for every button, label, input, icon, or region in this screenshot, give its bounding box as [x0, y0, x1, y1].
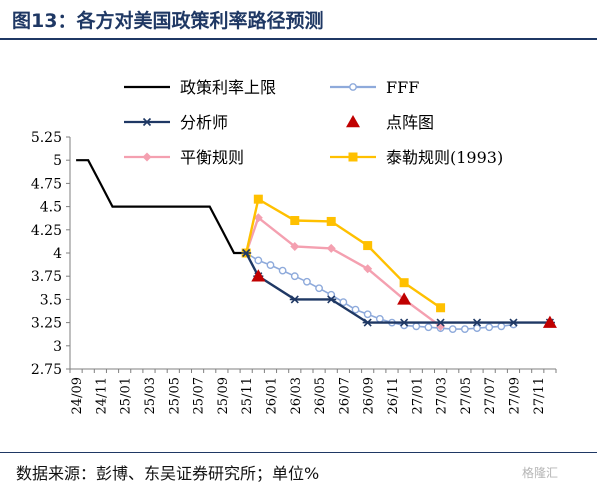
x-tick-label: 26/05 [313, 377, 328, 414]
x-tick-label: 27/11 [532, 377, 547, 414]
data-point [251, 269, 266, 282]
series-line [245, 252, 550, 324]
data-point [241, 248, 252, 258]
data-point [542, 315, 557, 328]
data-point [508, 318, 519, 327]
x-tick-label: 25/07 [192, 377, 207, 414]
chart-title: 图13：各方对美国政策利率路径预测 [12, 10, 324, 32]
x-tick-label: 27/09 [507, 377, 522, 414]
data-point [346, 115, 360, 128]
data-point [290, 272, 299, 281]
data-point [424, 323, 433, 332]
x-tick-label: 25/03 [143, 377, 158, 414]
source-note: 数据来源：彭博、东吴证券研究所；单位% [16, 464, 320, 483]
data-point [397, 292, 412, 305]
data-point [435, 318, 446, 327]
data-point [266, 261, 275, 269]
data-point [363, 310, 372, 319]
x-tick-label: 24/11 [94, 377, 109, 414]
y-tick-label: 2.75 [31, 362, 62, 378]
title-bar: 图13：各方对美国政策利率路径预测 [0, 0, 597, 40]
data-point [460, 325, 469, 333]
x-tick-label: 26/11 [386, 377, 401, 414]
data-point [348, 152, 358, 162]
data-point [290, 216, 300, 226]
y-tick-label: 4.5 [40, 200, 62, 216]
y-tick-label: 3.5 [40, 292, 62, 308]
data-point [412, 322, 421, 331]
data-point [315, 284, 323, 293]
series-line [245, 197, 442, 309]
x-tick-label: 26/03 [289, 377, 304, 414]
data-point [254, 256, 263, 265]
line-chart: 2.75 3 3.25 3.5 3.75 4 4.25 4.5 4.75 5 5.25 24/09 24… [31, 78, 557, 414]
x-tick-label: 27/01 [410, 377, 425, 414]
chart-area: 2.75 3 3.25 3.5 3.75 4 4.25 4.5 4.75 5 5.25 24/09 24… [0, 42, 597, 450]
data-point [375, 314, 384, 323]
data-point [253, 213, 263, 223]
data-point [399, 318, 410, 327]
series-line [245, 215, 442, 328]
x-tick-label: 26/07 [337, 377, 352, 414]
legend-label: 泰勒规则(1993) [386, 148, 503, 167]
y-tick-label: 5 [53, 153, 62, 169]
data-point [327, 290, 336, 299]
x-tick-label: 26/01 [264, 377, 279, 414]
watermark-text: 格隆汇 [522, 466, 559, 480]
x-tick-label: 27/05 [459, 377, 474, 414]
legend-label: 分析师 [180, 113, 228, 132]
legend-label: 点阵图 [386, 113, 434, 132]
y-tick-label: 3.25 [31, 316, 62, 332]
y-tick-label: 4 [53, 246, 62, 262]
data-point [290, 242, 300, 252]
data-point [289, 295, 300, 304]
data-point [472, 318, 483, 327]
legend-label: 平衡规则 [180, 148, 244, 167]
data-point [473, 324, 481, 333]
title-underline [0, 38, 597, 40]
data-point [326, 295, 337, 304]
x-tick-label: 25/09 [216, 377, 231, 414]
data-point [485, 323, 494, 332]
x-tick-label: 25/11 [240, 377, 255, 414]
data-point [326, 216, 336, 226]
series-line [76, 159, 247, 255]
y-tick-label: 4.25 [31, 223, 62, 239]
data-point [142, 152, 152, 162]
data-point [436, 303, 446, 313]
data-point [351, 305, 360, 314]
x-tick-label: 27/07 [483, 377, 498, 414]
data-point [303, 277, 311, 286]
data-point [339, 298, 348, 307]
x-tick-label: 27/03 [435, 377, 450, 414]
data-point [363, 264, 373, 274]
data-point [142, 117, 152, 127]
data-point [362, 318, 373, 327]
x-tick-label: 25/01 [119, 377, 134, 414]
data-point [399, 278, 409, 288]
x-tick-label: 26/09 [362, 377, 377, 414]
data-point [326, 243, 336, 253]
y-tick-label: 3 [53, 339, 62, 355]
data-point [253, 194, 263, 204]
y-tick-label: 4.75 [31, 176, 62, 192]
legend-label: FFF [386, 78, 419, 97]
legend-label: 政策利率上限 [180, 78, 276, 97]
x-tick-label: 25/05 [167, 377, 182, 414]
y-tick-label: 3.75 [31, 269, 62, 285]
x-tick-label: 24/09 [70, 377, 85, 414]
data-point [363, 241, 373, 251]
data-point [278, 266, 287, 275]
data-point [497, 322, 506, 331]
y-tick-label: 5.25 [31, 130, 62, 146]
data-point [349, 83, 357, 91]
footer-rule [0, 452, 597, 453]
data-point [448, 325, 457, 333]
